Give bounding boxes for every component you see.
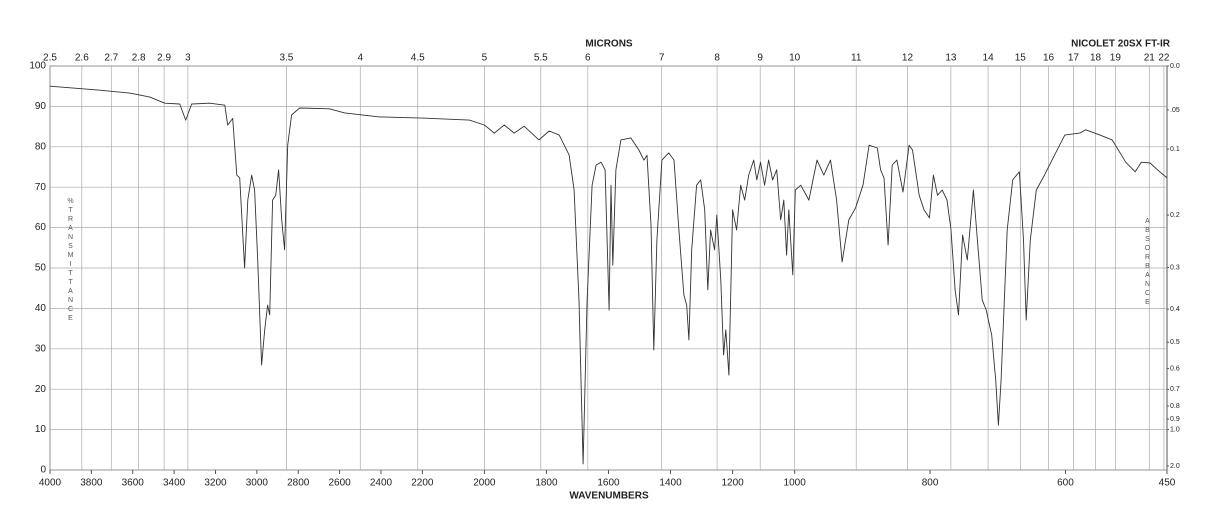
y2-tick-label: 0.3: [1170, 264, 1180, 271]
y2-tick-label: 0.5: [1170, 339, 1180, 346]
x2-tick-label: 3: [185, 53, 191, 64]
x2-tick-label: 9: [757, 53, 763, 64]
y-axis-label: %TRANSMITTANCE: [67, 198, 74, 324]
x2-tick-label: 15: [1015, 53, 1027, 64]
x2-tick-label: 5.5: [534, 53, 548, 64]
x2-tick-label: 16: [1043, 53, 1055, 64]
instrument-label: NICOLET 20SX FT-IR: [1071, 39, 1171, 50]
x-tick-label: 1600: [597, 478, 620, 489]
y2-tick-label: 0.0: [1170, 63, 1180, 70]
y2-tick-label: 0.4: [1170, 306, 1180, 313]
y-tick-label: 70: [35, 182, 47, 193]
y2-tick-label: 1.0: [1170, 426, 1180, 433]
x2-tick-label: 10: [789, 53, 801, 64]
x-tick-label: 3200: [204, 478, 227, 489]
x2-tick-label: 8: [714, 53, 720, 64]
x-tick-label: 4000: [39, 478, 62, 489]
x2-tick-label: 7: [659, 53, 665, 64]
x-axis-label: WAVENUMBERS: [569, 491, 649, 502]
x2-tick-label: 2.6: [75, 53, 89, 64]
y-tick-label: 20: [35, 384, 47, 395]
x2-tick-label: 18: [1090, 53, 1102, 64]
x-tick-label: 600: [1057, 478, 1074, 489]
y-tick-label: 50: [35, 263, 47, 274]
y-tick-label: 100: [29, 61, 46, 72]
x-tick-label: 1000: [784, 478, 807, 489]
x2-tick-label: 13: [945, 53, 957, 64]
x2-tick-label: 21: [1144, 53, 1156, 64]
y-tick-label: 60: [35, 222, 47, 233]
x2-tick-label: 14: [983, 53, 995, 64]
x2-tick-label: 6: [585, 53, 591, 64]
x-tick-label: 450: [1159, 478, 1176, 489]
x-tick-label: 2000: [473, 478, 496, 489]
x2-tick-label: 12: [902, 53, 914, 64]
y-tick-label: 40: [35, 303, 47, 314]
x2-tick-label: 4: [357, 53, 363, 64]
y2-tick-label: 0.9: [1170, 416, 1180, 423]
x-tick-label: 2400: [370, 478, 393, 489]
y-tick-label: 80: [35, 141, 47, 152]
x-tick-label: 800: [922, 478, 939, 489]
x2-tick-label: 4.5: [411, 53, 425, 64]
x2-tick-label: 11: [851, 53, 862, 64]
y2-tick-label: 0.6: [1170, 365, 1180, 372]
y-tick-label: 90: [35, 101, 47, 112]
y2-tick-label: 0.2: [1170, 212, 1180, 219]
y2-tick-label: 0.1: [1170, 146, 1180, 153]
x-tick-label: 1200: [721, 478, 744, 489]
x-tick-label: 2600: [328, 478, 351, 489]
x-tick-label: 3000: [246, 478, 269, 489]
x2-tick-label: 19: [1110, 53, 1122, 64]
spectrum-line: [49, 85, 1168, 465]
x-tick-label: 1400: [659, 478, 682, 489]
x2-tick-label: 2.7: [104, 53, 118, 64]
x-tick-label: 3400: [163, 478, 186, 489]
x2-tick-label: 22: [1158, 53, 1170, 64]
x-tick-label: 3800: [80, 478, 103, 489]
x2-tick-label: 2.5: [43, 53, 57, 64]
y-tick-label: 0: [40, 465, 46, 476]
y2-tick-label: .05: [1170, 107, 1180, 114]
x-tick-label: 1800: [535, 478, 558, 489]
x2-tick-label: 17: [1068, 53, 1080, 64]
x-tick-label: 3600: [122, 478, 145, 489]
x2-tick-label: 2.8: [132, 53, 146, 64]
x2-tick-label: 3.5: [279, 53, 293, 64]
x2-axis-label: MICRONS: [585, 39, 633, 50]
y2-axis-label: ABSORBANCE: [1144, 218, 1151, 308]
y2-tick-label: 0.7: [1170, 386, 1180, 393]
y-tick-label: 10: [35, 424, 47, 435]
y2-tick-label: 0.8: [1170, 403, 1180, 410]
x-tick-label: 2200: [411, 478, 434, 489]
y-tick-label: 30: [35, 343, 47, 354]
y2-tick-label: 2.0: [1170, 463, 1180, 470]
x2-tick-label: 5: [482, 53, 488, 64]
x-tick-label: 2800: [287, 478, 310, 489]
x2-tick-label: 2.9: [157, 53, 171, 64]
